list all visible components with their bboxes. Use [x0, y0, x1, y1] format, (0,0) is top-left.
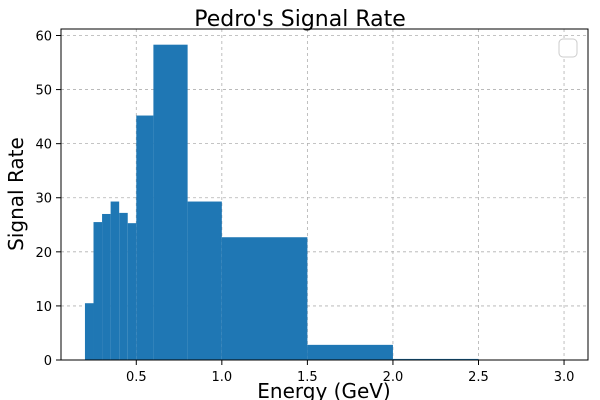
y-tick-label: 0: [44, 354, 52, 369]
y-tick-label: 40: [35, 138, 52, 153]
x-tick-label: 0.5: [126, 370, 147, 385]
histogram-bar: [221, 237, 308, 360]
chart-title: Pedro's Signal Rate: [194, 7, 406, 32]
y-axis-title: Signal Rate: [4, 137, 28, 251]
histogram-bar: [127, 223, 137, 360]
histogram-bar: [93, 222, 103, 360]
histogram-bar: [153, 44, 188, 361]
x-tick-label: 1.0: [211, 370, 232, 385]
plot-frame: [60, 28, 589, 361]
histogram-bar: [119, 212, 128, 360]
y-tick-label: 10: [35, 300, 52, 315]
bars-layer: [84, 44, 565, 361]
y-tick-label: 50: [35, 84, 52, 99]
y-tick-label: 30: [35, 192, 52, 207]
y-tick-label: 60: [35, 29, 52, 44]
histogram-bar: [307, 344, 393, 360]
x-axis-title: Energy (GeV): [257, 379, 390, 400]
x-tick-label: 2.0: [383, 370, 404, 385]
histogram-bar: [187, 201, 222, 360]
x-tick-label: 2.5: [468, 370, 489, 385]
legend-box: [558, 38, 578, 58]
histogram-bar: [102, 213, 111, 360]
histogram-bar: [84, 303, 94, 360]
x-tick-label: 3.0: [554, 370, 575, 385]
y-tick-label: 20: [35, 246, 52, 261]
x-tick-label: 1.5: [297, 370, 318, 385]
histogram-bar: [110, 201, 120, 360]
histogram-bar: [136, 115, 154, 360]
histogram-bar: [392, 358, 479, 360]
ticks-layer: 0.5 1.0 1.5 2.0 2.5 3.0 0 10 20 30 40 50 60: [35, 29, 574, 385]
